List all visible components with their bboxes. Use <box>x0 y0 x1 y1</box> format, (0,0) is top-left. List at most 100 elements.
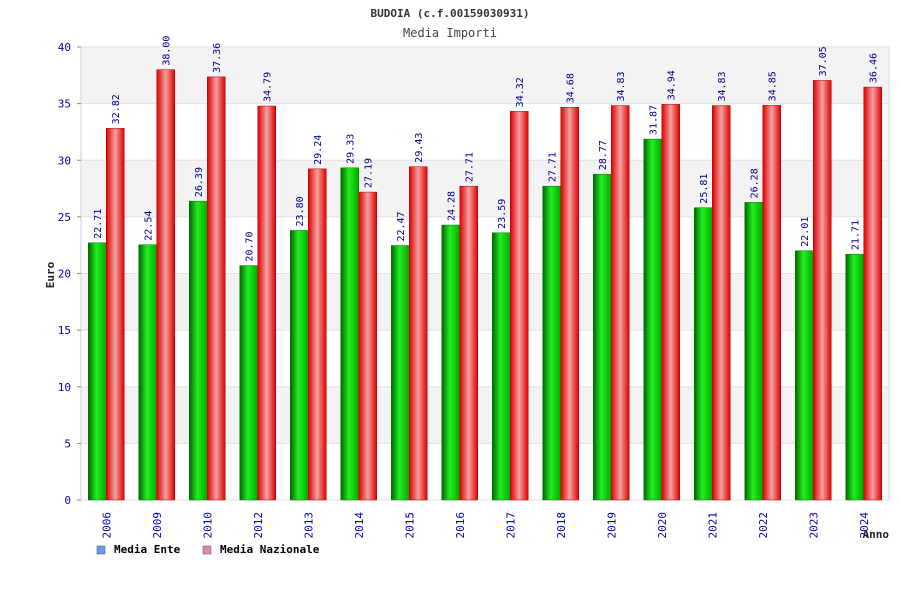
bar-media-nazionale-2022 <box>762 105 781 501</box>
x-tick-label: 2015 <box>403 512 416 539</box>
y-tick-label: 0 <box>64 494 71 507</box>
legend-swatch-media-ente <box>96 545 106 555</box>
bar-media-ente-2010 <box>189 200 208 501</box>
legend-swatch-media-nazionale <box>202 545 212 555</box>
y-axis-ticks: 0 5 10 15 20 25 30 35 40 <box>58 41 71 507</box>
bar-media-ente-2017 <box>492 232 511 501</box>
value-label: 36.46 <box>869 53 880 83</box>
value-label: 26.39 <box>194 167 205 197</box>
value-label: 29.43 <box>414 133 425 163</box>
value-label: 22.71 <box>93 209 104 239</box>
value-label: 34.83 <box>616 71 627 101</box>
value-label: 20.70 <box>245 231 256 261</box>
value-label: 29.24 <box>313 135 324 165</box>
bar-media-ente-2009 <box>138 244 157 501</box>
x-tick-label: 2019 <box>605 512 618 539</box>
x-tick-label: 2013 <box>302 512 315 539</box>
value-label: 27.19 <box>364 158 375 188</box>
bar-media-nazionale-2018 <box>560 106 579 501</box>
y-tick-label: 10 <box>58 381 71 394</box>
y-tick-label: 30 <box>58 154 71 167</box>
y-tick-label: 15 <box>58 324 71 337</box>
bars <box>88 69 882 501</box>
bar-media-ente-2015 <box>391 245 410 501</box>
value-label: 24.28 <box>447 191 458 221</box>
value-label: 25.81 <box>699 174 710 204</box>
value-label: 34.32 <box>515 77 526 107</box>
value-label: 31.87 <box>649 105 660 135</box>
bar-media-nazionale-2009 <box>156 69 175 501</box>
y-tick-label: 25 <box>58 211 71 224</box>
bar-media-ente-2013 <box>290 230 309 501</box>
bar-media-ente-2014 <box>340 167 359 501</box>
y-tick-label: 40 <box>58 41 71 54</box>
value-label: 37.05 <box>818 46 829 76</box>
x-axis-ticks: 2006 2009 2010 2012 2013 2014 2015 2016 2017 2018… <box>100 512 871 539</box>
x-tick-label: 2020 <box>656 512 669 539</box>
bar-media-nazionale-2021 <box>712 105 731 501</box>
bar-media-ente-2020 <box>643 138 662 501</box>
bar-media-ente-2016 <box>441 224 460 501</box>
value-label: 29.33 <box>346 134 357 164</box>
x-tick-label: 2016 <box>454 512 467 539</box>
bar-media-nazionale-2020 <box>661 104 680 501</box>
bar-media-ente-2018 <box>542 185 561 501</box>
bar-media-ente-2023 <box>795 250 814 501</box>
y-tick-label: 20 <box>58 268 71 281</box>
x-axis-label: Anno <box>863 528 890 541</box>
bar-media-nazionale-2024 <box>863 86 882 501</box>
value-label: 34.79 <box>263 72 274 102</box>
x-tick-label: 2024 <box>858 512 871 539</box>
value-label: 28.77 <box>598 140 609 170</box>
value-label: 38.00 <box>162 36 173 66</box>
bar-media-ente-2012 <box>239 265 258 501</box>
value-label: 27.71 <box>548 152 559 182</box>
x-tick-label: 2023 <box>807 512 820 539</box>
bar-media-ente-2006 <box>88 242 107 501</box>
value-label: 27.71 <box>465 152 476 182</box>
value-label: 26.28 <box>750 168 761 198</box>
bar-media-ente-2019 <box>593 173 612 501</box>
y-tick-label: 35 <box>58 98 71 111</box>
value-label: 21.71 <box>851 220 862 250</box>
chart-subtitle: Media Importi <box>403 26 497 40</box>
value-label: 34.94 <box>667 70 678 100</box>
value-label: 32.82 <box>111 94 122 124</box>
y-tick-label: 5 <box>64 437 71 450</box>
legend-label-media-nazionale: Media Nazionale <box>220 543 320 556</box>
x-tick-label: 2018 <box>555 512 568 539</box>
x-tick-label: 2010 <box>201 512 214 539</box>
x-tick-label: 2014 <box>353 512 366 539</box>
value-label: 22.01 <box>800 217 811 247</box>
bar-media-nazionale-2012 <box>257 105 276 501</box>
bar-media-nazionale-2016 <box>459 185 478 501</box>
bar-media-nazionale-2019 <box>611 105 630 501</box>
value-label: 22.54 <box>144 211 155 241</box>
value-label: 34.83 <box>717 71 728 101</box>
bar-media-ente-2024 <box>845 253 864 501</box>
bar-media-nazionale-2006 <box>106 128 125 501</box>
legend-label-media-ente: Media Ente <box>114 543 181 556</box>
bar-media-nazionale-2023 <box>813 80 832 501</box>
value-label: 22.47 <box>396 211 407 241</box>
value-label: 34.85 <box>768 71 779 101</box>
bar-media-nazionale-2010 <box>207 76 226 501</box>
value-label: 23.80 <box>295 196 306 226</box>
bar-media-ente-2021 <box>694 207 713 501</box>
x-tick-label: 2017 <box>504 512 517 539</box>
x-tick-label: 2012 <box>252 512 265 539</box>
y-axis-label: Euro <box>44 261 57 288</box>
value-labels: 22.71 32.82 22.54 38.00 26.39 37.36 20.70 34.79… <box>93 36 880 262</box>
chart-title: BUDOIA (c.f.00159030931) <box>371 7 530 20</box>
value-label: 23.59 <box>497 199 508 229</box>
x-tick-label: 2021 <box>706 512 719 539</box>
value-label: 37.36 <box>212 43 223 73</box>
bar-media-nazionale-2017 <box>510 111 529 501</box>
bar-media-nazionale-2015 <box>409 166 428 501</box>
bar-media-nazionale-2013 <box>308 168 327 501</box>
bar-media-ente-2022 <box>744 202 763 501</box>
legend: Media Ente Media Nazionale <box>96 543 320 556</box>
x-tick-label: 2022 <box>757 512 770 539</box>
x-tick-label: 2009 <box>151 512 164 539</box>
